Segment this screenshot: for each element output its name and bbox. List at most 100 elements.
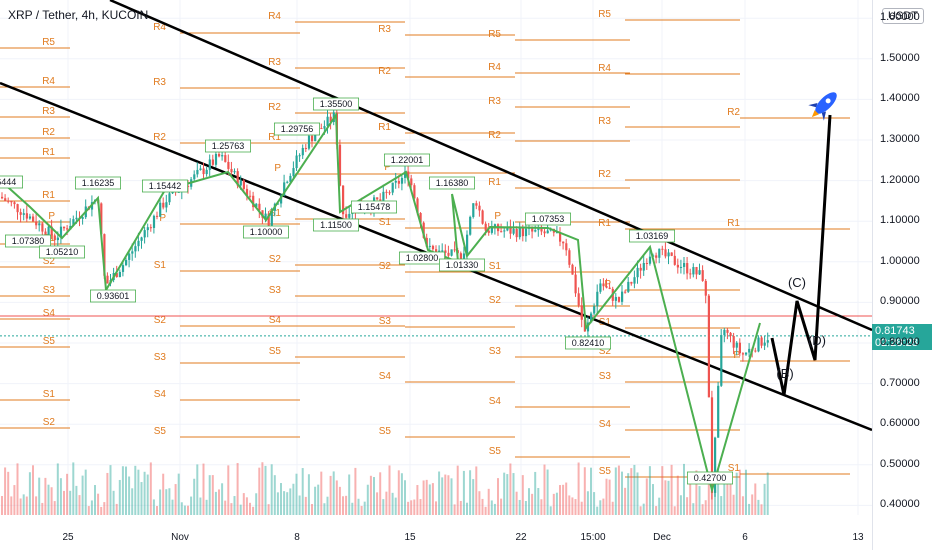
candle [531, 227, 534, 232]
volume-bar [450, 478, 453, 515]
volume-bar [41, 502, 44, 515]
candle [103, 234, 106, 276]
pivot-label: R3 [378, 24, 391, 35]
volume-bar [112, 490, 115, 515]
volume-bar [90, 500, 93, 515]
candle [196, 169, 199, 175]
volume-bar [596, 506, 599, 515]
volume-bar [242, 493, 245, 515]
volume-bar [580, 501, 583, 515]
candle [63, 226, 66, 229]
volume-bar [500, 498, 503, 515]
wave-label: 1.16444 [0, 177, 16, 187]
projection-zigzag [770, 114, 832, 396]
pivot-label: S2 [379, 261, 392, 272]
wave-label: 0.93601 [97, 291, 130, 301]
candle [146, 227, 149, 231]
volume-bar [264, 465, 267, 515]
price-chart[interactable]: 25 Nov 8 15 22 15:00 Dec 6 13 R5 R4 R3 R2 R1 R1 P S1 S2 S3… [0, 0, 872, 550]
pivot-label: R5 [598, 9, 611, 20]
volume-bar [236, 463, 239, 515]
x-tick-label: 15 [404, 532, 416, 543]
volume-bar [617, 465, 620, 515]
wave-label-box [629, 229, 676, 243]
volume-bar [627, 473, 630, 515]
volume-bar [366, 484, 369, 515]
volume-bar [273, 475, 276, 515]
candle [741, 353, 745, 355]
pivot-label: S1 [379, 217, 392, 228]
pivot-label: S3 [43, 285, 56, 296]
y-tick-label: 1.60000 [880, 11, 920, 24]
volume-bar [338, 486, 341, 515]
currency-button[interactable]: USDT [882, 8, 924, 24]
candle [270, 210, 273, 226]
volume-bar [227, 465, 230, 515]
pivot-label: R1 [727, 218, 740, 229]
y-tick-label: 1.10000 [880, 214, 920, 227]
candle [509, 227, 512, 234]
volume-bar [196, 464, 199, 515]
volume-bar [648, 466, 651, 515]
volume-bar [720, 496, 723, 515]
volume-bar [766, 472, 769, 515]
candle [695, 267, 698, 275]
x-tick-label: Nov [171, 532, 189, 543]
volume-bar [345, 495, 348, 515]
volume-bar [137, 469, 140, 515]
candle [214, 153, 218, 165]
volume-bar [701, 504, 704, 515]
pivot-label: S4 [489, 396, 502, 407]
volume-bar [329, 475, 332, 515]
candle [642, 262, 645, 271]
candle [431, 245, 435, 250]
volume-bar [565, 482, 568, 515]
candle [621, 291, 624, 302]
pivot-label: P [159, 213, 166, 224]
volume-bar [735, 472, 738, 515]
candle [571, 264, 574, 275]
candle [100, 203, 103, 235]
candle [605, 286, 608, 288]
candle [283, 182, 286, 196]
volume-bar [360, 505, 363, 515]
volume-bar [354, 467, 357, 515]
volume-bar [559, 485, 561, 515]
candle [710, 397, 714, 493]
candle [419, 213, 422, 223]
candle [143, 230, 146, 238]
candle [211, 159, 214, 165]
candle [140, 237, 143, 241]
candle [276, 203, 280, 205]
volume-bar [400, 473, 403, 515]
volume-bar [748, 503, 751, 515]
volume-bar [373, 477, 375, 515]
volume-bar [642, 503, 645, 515]
candle [255, 203, 258, 208]
wave-label-box [438, 258, 485, 272]
volume-bar [363, 501, 366, 515]
pivot-label: S2 [43, 417, 56, 428]
candle [311, 135, 314, 142]
volume-bar [760, 504, 763, 515]
price-axis[interactable] [872, 0, 932, 550]
candle [19, 212, 22, 215]
volume-bar [38, 477, 41, 515]
candle [714, 437, 717, 493]
pivot-label: S1 [154, 260, 167, 271]
x-tick-label: 22 [515, 532, 527, 543]
candle [388, 192, 391, 194]
candle [701, 270, 704, 281]
candle [131, 251, 134, 254]
candle [447, 252, 450, 256]
last-price-tag: 0.81743 02:28:28 [872, 323, 932, 350]
volume-bar [16, 463, 19, 515]
candle [602, 283, 605, 287]
pivot-label: R1 [488, 177, 501, 188]
wave-label: 1.22001 [391, 155, 424, 165]
volume-bar [28, 472, 31, 515]
volume-bar [125, 466, 127, 515]
candle [636, 267, 639, 278]
volume-bar [726, 477, 729, 515]
wave-label-box [273, 122, 320, 136]
